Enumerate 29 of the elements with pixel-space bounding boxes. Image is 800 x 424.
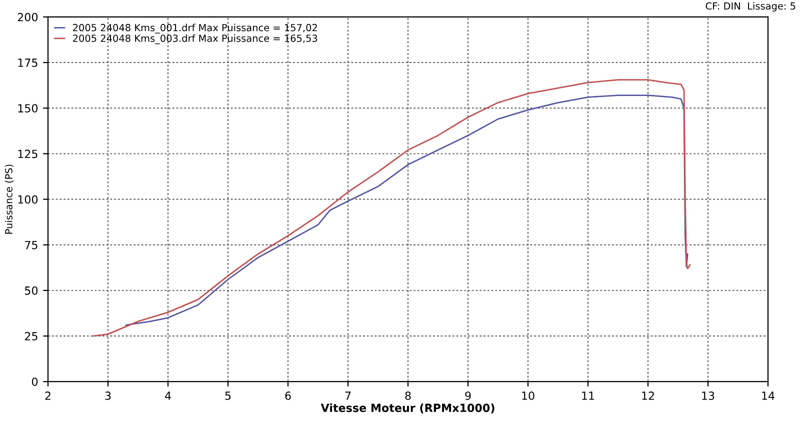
x-tick-label: 2 (45, 392, 50, 400)
x-tick-label: 13 (702, 392, 714, 400)
line-series (125, 94, 688, 326)
x-tick-label: 10 (522, 392, 534, 400)
y-tick-label: 25 (24, 332, 38, 340)
y-axis-title: Puissance (PS) (4, 164, 14, 234)
line-series (92, 79, 691, 337)
x-tick-label: 6 (285, 392, 291, 400)
y-tick-label: 150 (18, 104, 38, 112)
x-tick-label: 12 (642, 392, 654, 400)
y-tick-label: 75 (25, 240, 38, 250)
legend-label: 2005 24048 Kms_003.drf Max Puissance = 165,53 (73, 34, 318, 44)
y-tick-label: 0 (32, 378, 38, 386)
x-tick-label: 4 (165, 392, 171, 400)
y-tick-label: 200 (18, 12, 38, 22)
x-tick-label: 14 (762, 392, 774, 400)
x-tick-label: 9 (465, 392, 471, 400)
y-tick-label: 50 (24, 286, 38, 295)
x-tick-label: 11 (582, 392, 594, 400)
x-tick-label: 5 (225, 392, 231, 400)
x-tick-label: 8 (405, 392, 411, 400)
y-tick-label: 125 (18, 150, 38, 158)
text: CF: DIN Lissage: 5 (706, 2, 796, 12)
y-tick-label: 175 (18, 58, 38, 67)
y-tick-label: 100 (18, 195, 38, 204)
x-tick-label: 3 (105, 392, 111, 400)
x-axis-title: Vitesse Moteur (RPMx1000) (320, 403, 494, 414)
x-tick-label: 7 (345, 392, 351, 400)
legend-label: 2005 24048 Kms_001.drf Max Puissance = 157,02 (73, 24, 317, 34)
